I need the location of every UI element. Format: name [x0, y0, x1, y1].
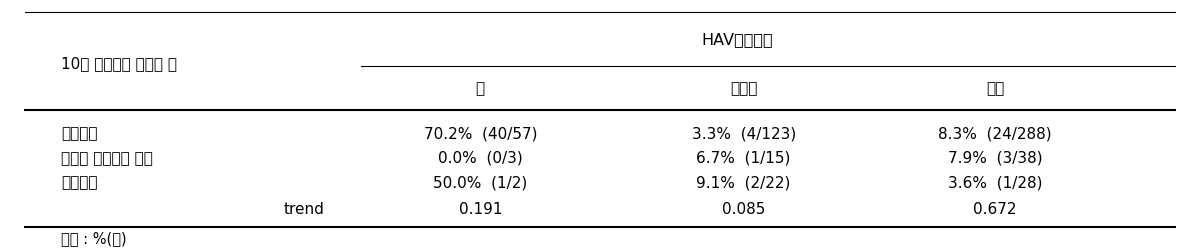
Text: 7.9%  (3/38): 7.9% (3/38) [948, 151, 1043, 166]
Text: 3.6%  (1/28): 3.6% (1/28) [948, 175, 1043, 190]
Text: 모름: 모름 [986, 82, 1004, 97]
Text: 10세 미만까지 자랐던 곳: 10세 미만까지 자랐던 곳 [61, 57, 178, 72]
Text: 0.085: 0.085 [722, 202, 766, 217]
Text: 예: 예 [475, 82, 485, 97]
Text: 도시와 시골지역 고루: 도시와 시골지역 고루 [61, 151, 154, 166]
Text: 8.3%  (24/288): 8.3% (24/288) [938, 126, 1052, 142]
Text: 6.7%  (1/15): 6.7% (1/15) [696, 151, 791, 166]
Text: 9.1%  (2/22): 9.1% (2/22) [696, 175, 791, 190]
Text: 아니오: 아니오 [730, 82, 757, 97]
Text: 0.191: 0.191 [458, 202, 502, 217]
Text: trend: trend [283, 202, 325, 217]
Text: 단위 : %(명): 단위 : %(명) [61, 231, 127, 246]
Text: 0.0%  (0/3): 0.0% (0/3) [438, 151, 523, 166]
Text: HAV예방접종: HAV예방접종 [702, 32, 774, 47]
Text: 시골지역: 시골지역 [61, 175, 97, 190]
Text: 70.2%  (40/57): 70.2% (40/57) [424, 126, 538, 142]
Text: 3.3%  (4/123): 3.3% (4/123) [691, 126, 796, 142]
Text: 50.0%  (1/2): 50.0% (1/2) [433, 175, 528, 190]
Text: 0.672: 0.672 [973, 202, 1016, 217]
Text: 도시지역: 도시지역 [61, 126, 97, 142]
